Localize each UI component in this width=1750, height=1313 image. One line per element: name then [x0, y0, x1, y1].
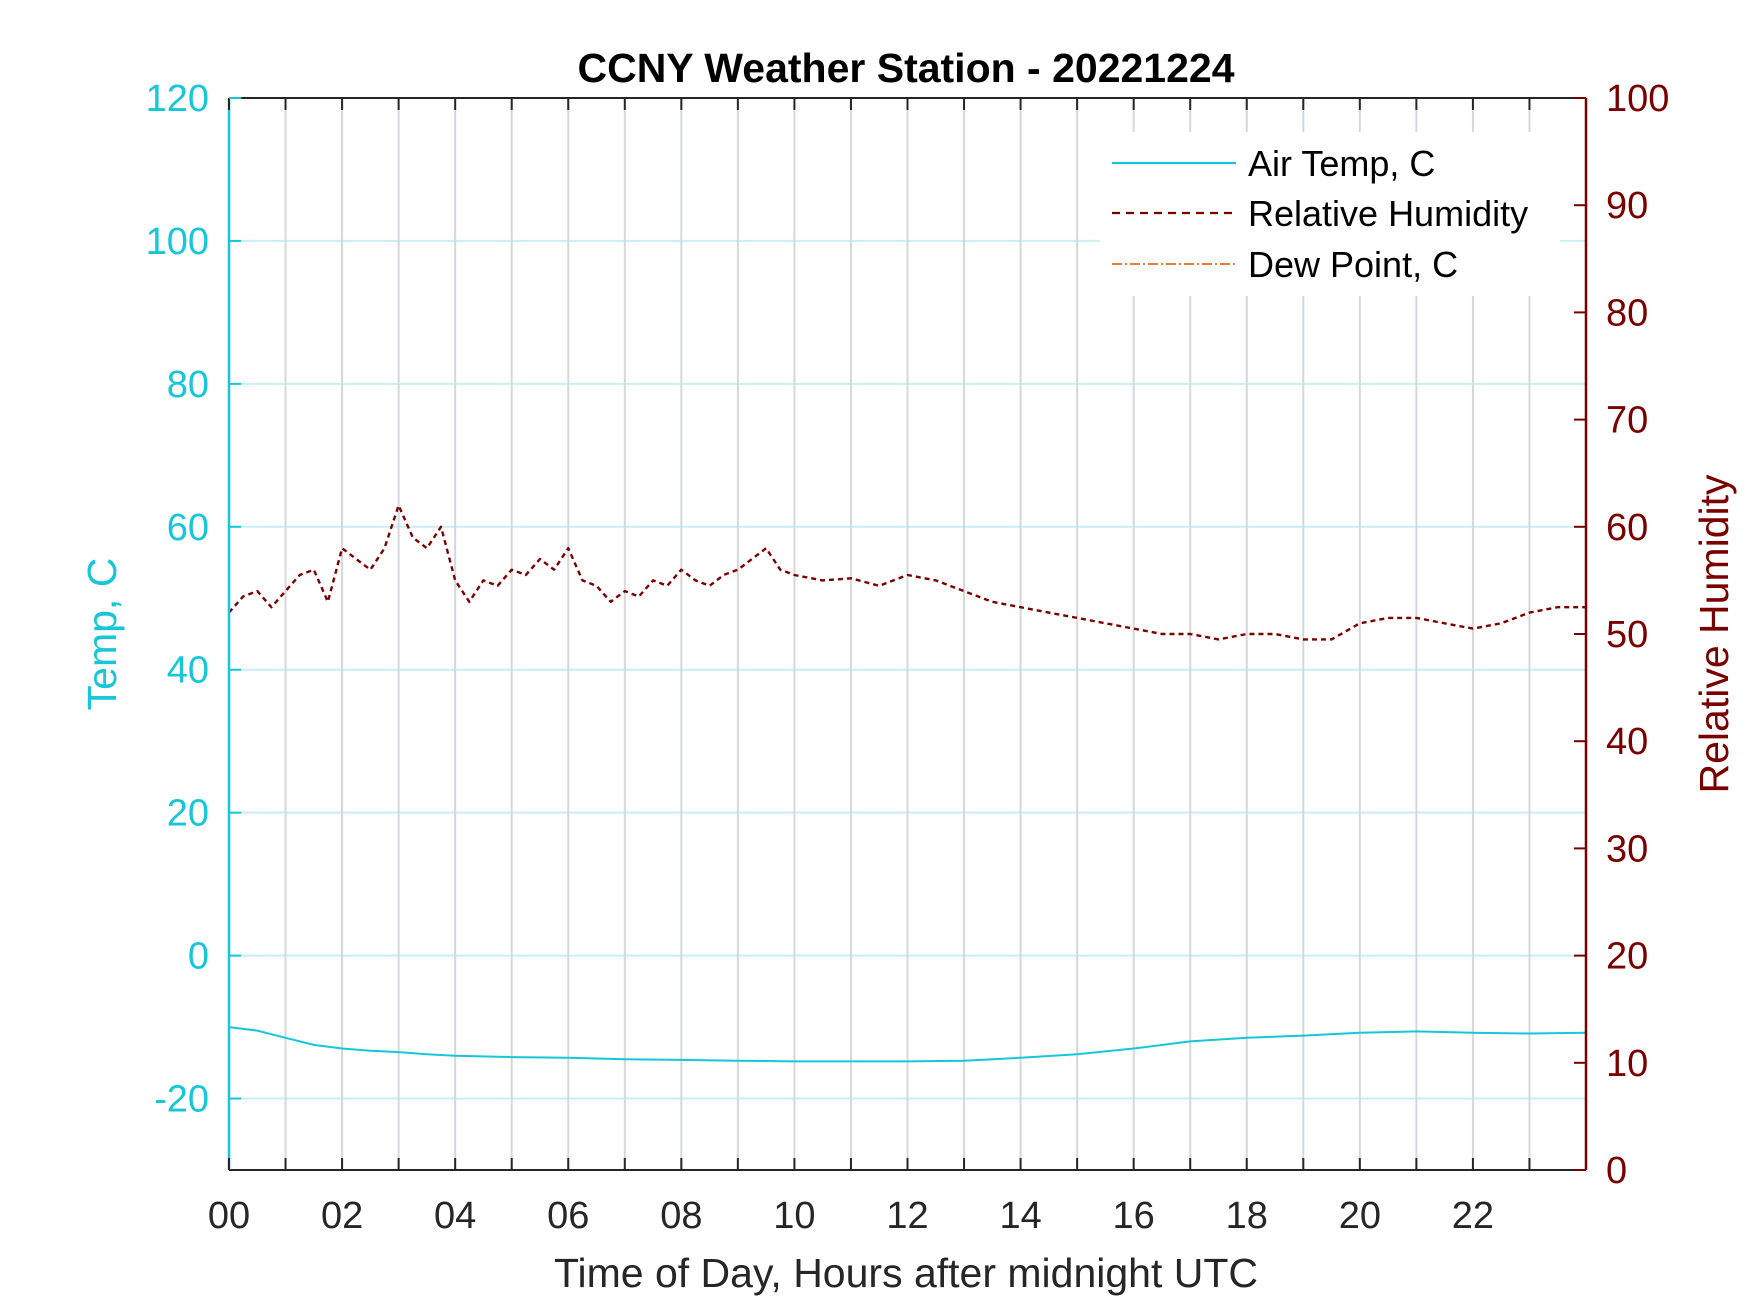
right-y-tick-label: 60 [1606, 507, 1648, 549]
right-y-tick-label: 80 [1606, 292, 1648, 334]
left-y-tick-label: 60 [167, 507, 209, 549]
legend-label-relative-humidity: Relative Humidity [1248, 193, 1528, 234]
legend: Air Temp, C Relative Humidity Dew Point,… [1100, 132, 1560, 296]
x-axis-label: Time of Day, Hours after midnight UTC [554, 1250, 1258, 1296]
right-y-tick-label: 30 [1606, 828, 1648, 870]
right-y-tick-label: 20 [1606, 936, 1648, 978]
left-y-axis-label: Temp, C [79, 558, 125, 711]
ticks-layer: 00 02 04 06 08 10 12 14 16 18 20 22-200204060801001… [146, 78, 1670, 1237]
x-tick-label: 02 [321, 1195, 363, 1237]
legend-label-dew-point: Dew Point, C [1248, 244, 1458, 285]
x-tick-label: 12 [886, 1195, 928, 1237]
right-y-tick-label: 50 [1606, 614, 1648, 656]
left-y-tick-label: 0 [188, 936, 209, 978]
legend-box [1100, 132, 1560, 296]
right-y-tick-label: 10 [1606, 1043, 1648, 1085]
x-tick-label: 06 [547, 1195, 589, 1237]
left-y-tick-label: 120 [146, 78, 209, 120]
left-y-tick-label: 40 [167, 650, 209, 692]
x-tick-label: 00 [208, 1195, 250, 1237]
right-y-axis-label: Relative Humidity [1691, 474, 1737, 793]
chart-title: CCNY Weather Station - 20221224 [577, 45, 1234, 91]
x-tick-label: 10 [773, 1195, 815, 1237]
legend-label-air-temp: Air Temp, C [1248, 143, 1435, 184]
right-y-tick-label: 90 [1606, 185, 1648, 227]
x-tick-label: 04 [434, 1195, 476, 1237]
left-y-tick-label: 80 [167, 364, 209, 406]
x-tick-label: 22 [1452, 1195, 1494, 1237]
grid-layer [229, 97, 1586, 1170]
right-y-tick-label: 0 [1606, 1150, 1627, 1192]
left-y-tick-label: -20 [154, 1079, 209, 1121]
x-tick-label: 08 [660, 1195, 702, 1237]
series-layer [228, 504, 1587, 1063]
x-tick-label: 14 [999, 1195, 1041, 1237]
x-tick-label: 18 [1226, 1195, 1268, 1237]
x-tick-label: 16 [1113, 1195, 1155, 1237]
right-y-tick-label: 70 [1606, 400, 1648, 442]
right-y-tick-label: 100 [1606, 78, 1669, 120]
left-y-tick-label: 20 [167, 793, 209, 835]
left-y-tick-label: 100 [146, 221, 209, 263]
series-line-relative-humidity [228, 504, 1586, 641]
right-y-tick-label: 40 [1606, 721, 1648, 763]
series-line-air-temp-c [228, 1026, 1587, 1063]
x-tick-label: 20 [1339, 1195, 1381, 1237]
